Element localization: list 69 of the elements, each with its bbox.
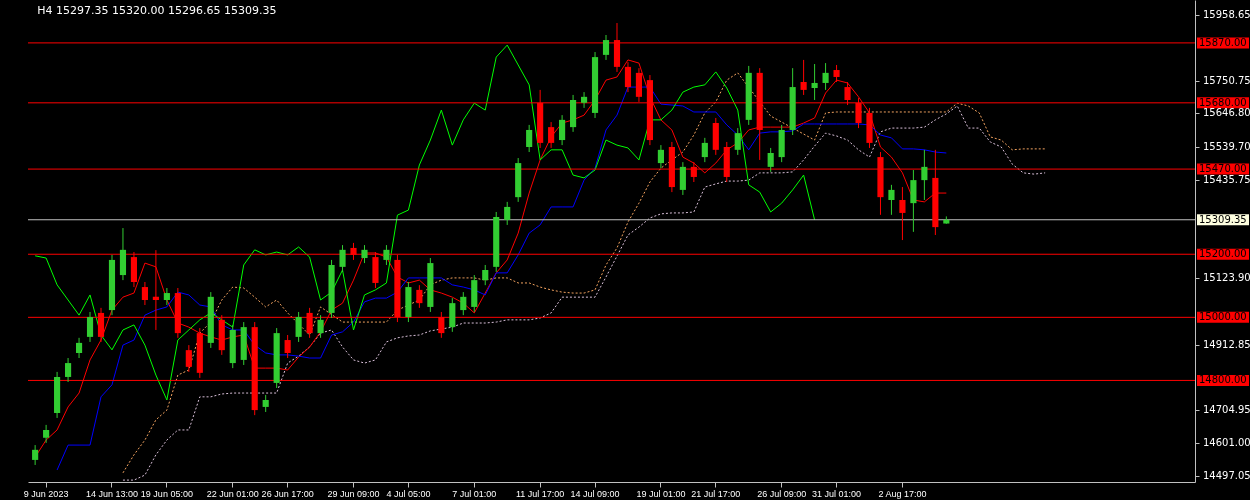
x-tick-label: 19 Jun 05:00: [140, 488, 193, 499]
x-tick-label: 22 Jun 01:00: [206, 488, 259, 499]
candlestick: [822, 62, 829, 91]
candlestick: [899, 186, 906, 241]
candlestick: [163, 287, 170, 306]
x-tick-label: 4 Jul 05:00: [386, 488, 431, 499]
x-tick-label: 26 Jun 17:00: [261, 488, 314, 499]
candlestick: [43, 424, 50, 444]
y-tick-label: 14912.85: [1203, 338, 1250, 350]
ref-line-label: 15870.00: [1199, 36, 1247, 48]
x-tick-label: 31 Jul 01:00: [812, 488, 862, 499]
candlestick: [86, 311, 94, 343]
candlestick: [65, 357, 72, 383]
candlestick: [504, 201, 511, 226]
x-tick-label: 14 Jun 13:00: [85, 488, 139, 499]
ref-line-label: 15309.35: [1199, 213, 1247, 225]
y-tick-label: 15123.90: [1203, 272, 1250, 284]
y-tick-label: 15539.70: [1203, 141, 1250, 153]
candlestick: [482, 264, 489, 286]
ref-line-label: 15200.00: [1199, 248, 1247, 260]
x-tick-label: 26 Jul 09:00: [757, 488, 807, 499]
ref-line-label: 15000.00: [1199, 311, 1247, 323]
candlestick: [679, 161, 686, 196]
candlestick: [141, 281, 148, 306]
candlestick: [800, 59, 807, 96]
y-tick-label: 14601.00: [1203, 437, 1250, 449]
candlestick: [910, 169, 917, 233]
x-tick-label: 19 Jul 01:00: [636, 488, 686, 499]
ref-line-label: 15680.00: [1199, 96, 1247, 108]
candlestick: [701, 137, 708, 163]
candlestick: [317, 314, 324, 339]
y-tick-label: 14497.05: [1203, 469, 1250, 481]
candlestick: [460, 291, 467, 316]
y-tick-label: 15435.75: [1203, 173, 1250, 185]
candlestick: [416, 284, 423, 309]
candlestick: [559, 114, 566, 146]
candlestick: [580, 91, 588, 109]
y-tick-label: 15958.65: [1203, 8, 1250, 20]
x-tick-label: 11 Jul 17:00: [515, 488, 565, 499]
x-tick-label: 7 Jul 01:00: [452, 488, 497, 499]
candlestick: [602, 34, 610, 61]
y-tick-label: 15646.80: [1203, 107, 1250, 119]
candlestick: [32, 444, 39, 466]
candlestick: [526, 124, 533, 153]
chart-title: H4 15297.35 15320.00 15296.65 15309.35: [37, 4, 277, 17]
x-tick-label: 14 Jul 09:00: [570, 488, 620, 499]
candlestick: [767, 147, 774, 173]
ref-line-label: 15470.00: [1199, 163, 1247, 175]
x-tick-label: 9 Jun 2023: [23, 488, 69, 499]
candlestick: [548, 121, 555, 149]
line-series: [34, 44, 816, 401]
y-tick-label: 15750.75: [1203, 74, 1250, 86]
candlestick: [734, 127, 741, 156]
x-tick-label: 29 Jun 09:00: [327, 488, 380, 499]
candlestick: [888, 184, 895, 216]
candlestick: [657, 144, 664, 169]
candlestick: [284, 334, 291, 359]
candlestick: [449, 297, 456, 333]
candlestick: [921, 149, 928, 201]
x-tick-label: 21 Jul 17:00: [691, 488, 741, 499]
candlestick: [295, 311, 302, 343]
ref-line-label: 14800.00: [1199, 374, 1247, 386]
y-tick-label: 14704.95: [1203, 404, 1250, 416]
candlestick: [75, 337, 83, 359]
x-tick-label: 2 Aug 17:00: [878, 488, 927, 499]
candlestick: [383, 244, 390, 266]
candlestick: [811, 63, 818, 101]
candlestick: [185, 344, 192, 373]
candlestick: [339, 244, 346, 273]
